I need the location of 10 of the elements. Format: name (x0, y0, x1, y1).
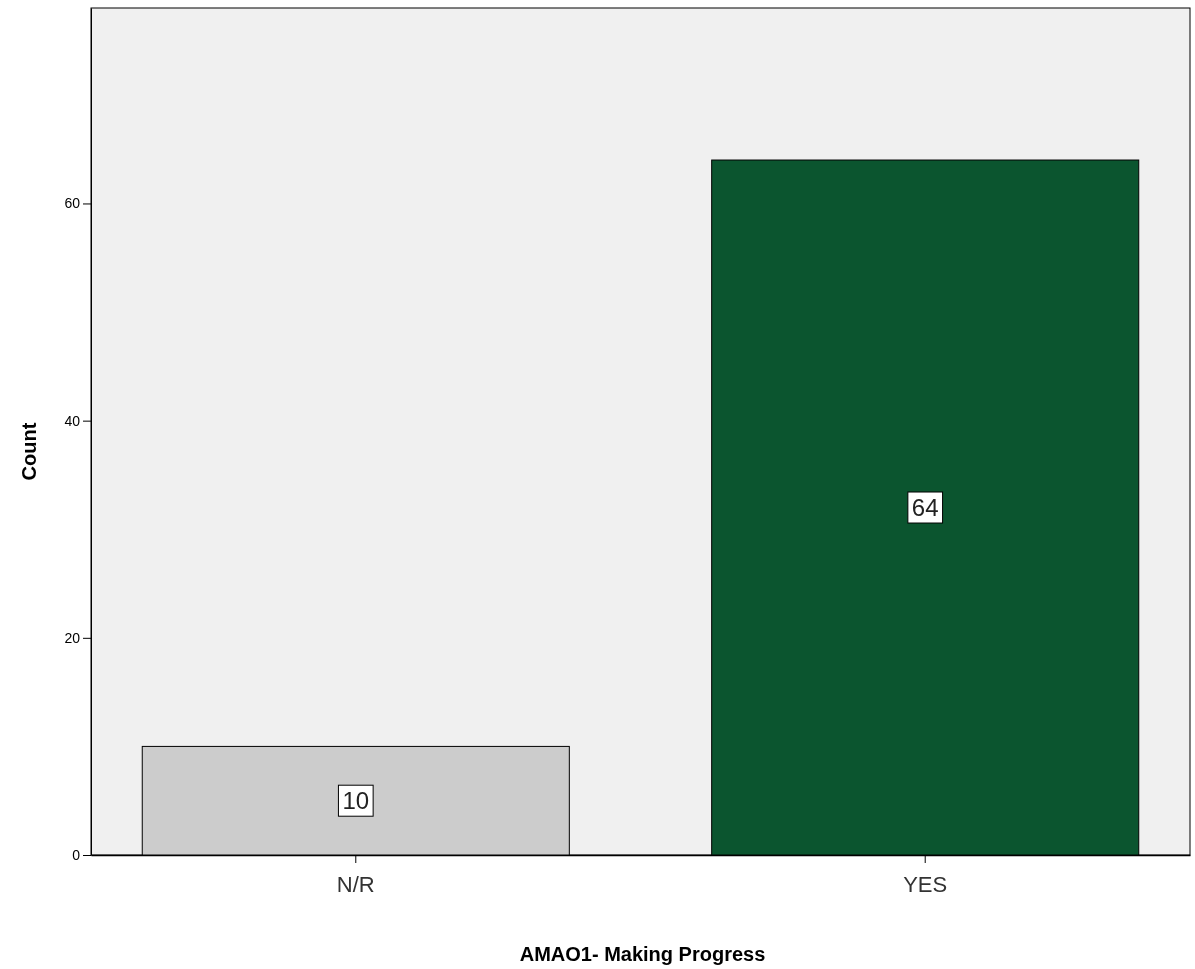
x-tick-label: YES (903, 872, 948, 898)
data-label: 10 (342, 787, 370, 815)
x-axis-title: AMAO1- Making Progress (519, 943, 766, 965)
x-tick-label: N/R (336, 872, 375, 898)
y-tick-label: 20 (64, 629, 81, 646)
data-label: 64 (911, 494, 939, 522)
y-tick-label: 60 (64, 195, 81, 212)
y-tick-label: 40 (64, 412, 81, 429)
y-tick-label: 0 (72, 846, 81, 863)
y-axis-title: Count (18, 422, 40, 481)
